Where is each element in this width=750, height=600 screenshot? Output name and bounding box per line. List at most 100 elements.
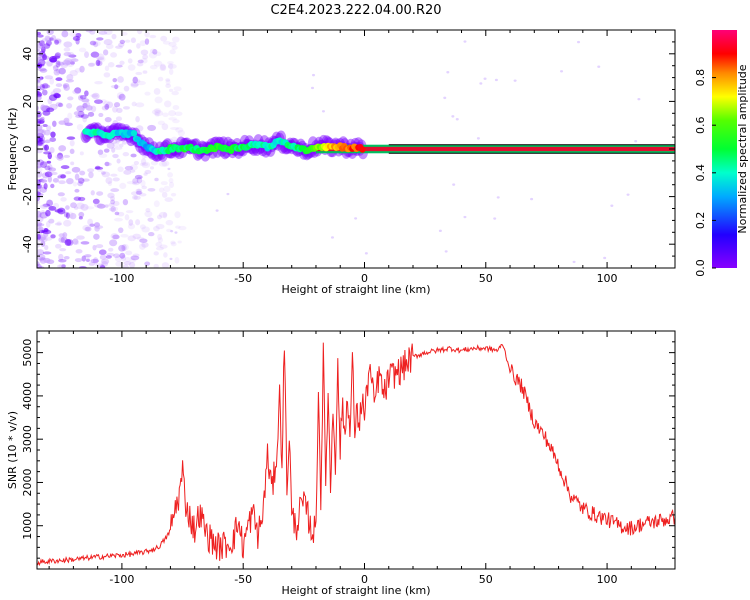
noise-blob (45, 220, 51, 228)
noise-blob (117, 166, 124, 173)
noise-blob (165, 79, 171, 85)
noise-blob (58, 259, 67, 263)
noise-blob (455, 118, 459, 121)
noise-blob (115, 116, 123, 122)
noise-blob (105, 177, 113, 184)
noise-blob (84, 254, 92, 258)
noise-blob (162, 112, 169, 118)
noise-blob (37, 95, 42, 101)
noise-blob (44, 139, 51, 144)
noise-blob (215, 209, 219, 212)
noise-blob (121, 244, 127, 252)
noise-blob (463, 40, 467, 43)
noise-blob (71, 166, 81, 173)
noise-blob (121, 141, 128, 145)
noise-blob (69, 69, 78, 77)
noise-blob (130, 191, 140, 196)
colorbar-tick-label: 0.0 (694, 259, 707, 277)
noise-blob (148, 231, 155, 237)
noise-blob (87, 218, 94, 226)
noise-blob (168, 41, 177, 47)
noise-blob (92, 40, 101, 47)
noise-blob (55, 83, 63, 88)
noise-blob (167, 63, 174, 70)
noise-blob (63, 41, 73, 48)
noise-blob (69, 212, 77, 220)
noise-blob (152, 48, 158, 55)
noise-blob (165, 83, 171, 89)
noise-blob (463, 215, 467, 219)
noise-blob (158, 187, 165, 193)
noise-blob (96, 191, 104, 196)
noise-blob (70, 202, 77, 209)
noise-blob (153, 200, 160, 208)
noise-blob (58, 145, 67, 152)
noise-blob (174, 111, 183, 116)
noise-blob (443, 96, 447, 100)
noise-blob (124, 165, 134, 171)
noise-blob (63, 154, 71, 158)
noise-blob (154, 177, 159, 182)
noise-blob (139, 243, 146, 250)
noise-blob (122, 124, 130, 130)
noise-blob (103, 100, 111, 108)
noise-blob (122, 152, 130, 157)
noise-blob (109, 207, 115, 212)
noise-blob (122, 244, 129, 251)
noise-blob (90, 94, 99, 98)
noise-blob (132, 233, 141, 240)
noise-blob (513, 79, 517, 82)
noise-blob (58, 180, 66, 185)
noise-blob (168, 181, 175, 188)
noise-blob (58, 263, 67, 268)
noise-blob (124, 214, 130, 221)
noise-blob (155, 246, 164, 251)
noise-blob (142, 54, 149, 60)
noise-blob (160, 63, 166, 71)
noise-blob (74, 258, 83, 263)
noise-blob (73, 206, 79, 210)
noise-blob (37, 136, 42, 143)
noise-blob (42, 54, 47, 61)
noise-blob (162, 212, 168, 219)
noise-blob (476, 137, 480, 140)
colorbar: 0.0 0.2 0.4 0.6 0.8 Normalized spectral ampl… (694, 30, 749, 277)
noise-blob (39, 76, 44, 80)
noise-blob (118, 227, 124, 234)
noise-blob (127, 223, 136, 230)
noise-blob (136, 188, 142, 196)
noise-blob (49, 77, 55, 85)
noise-blob (55, 68, 61, 74)
noise-blob (70, 58, 79, 63)
noise-blob (57, 61, 65, 66)
x-tick-label: 0 (361, 573, 368, 586)
noise-blob (354, 217, 358, 220)
noise-blob (438, 229, 442, 233)
noise-blob (37, 34, 44, 38)
noise-blob (74, 173, 80, 181)
noise-blob (141, 161, 151, 169)
noise-blob (162, 40, 171, 45)
noise-blob (53, 38, 62, 44)
noise-blob (167, 63, 177, 69)
noise-blob (77, 196, 86, 202)
noise-blob (161, 191, 168, 198)
noise-blob (53, 202, 60, 210)
noise-blob (139, 162, 149, 167)
noise-blob (90, 51, 100, 58)
noise-blob (48, 94, 58, 101)
noise-blob (112, 77, 118, 83)
noise-blob (130, 37, 136, 44)
noise-blob (178, 225, 187, 231)
noise-blob (37, 223, 45, 227)
noise-blob (496, 196, 500, 199)
noise-blob (144, 38, 150, 45)
noise-blob (132, 253, 140, 257)
noise-blob (79, 170, 86, 176)
noise-blob (94, 80, 103, 85)
noise-blob (168, 110, 176, 117)
noise-blob (54, 39, 60, 45)
noise-blob (112, 120, 119, 127)
noise-blob (41, 89, 48, 96)
noise-blob (65, 60, 72, 66)
